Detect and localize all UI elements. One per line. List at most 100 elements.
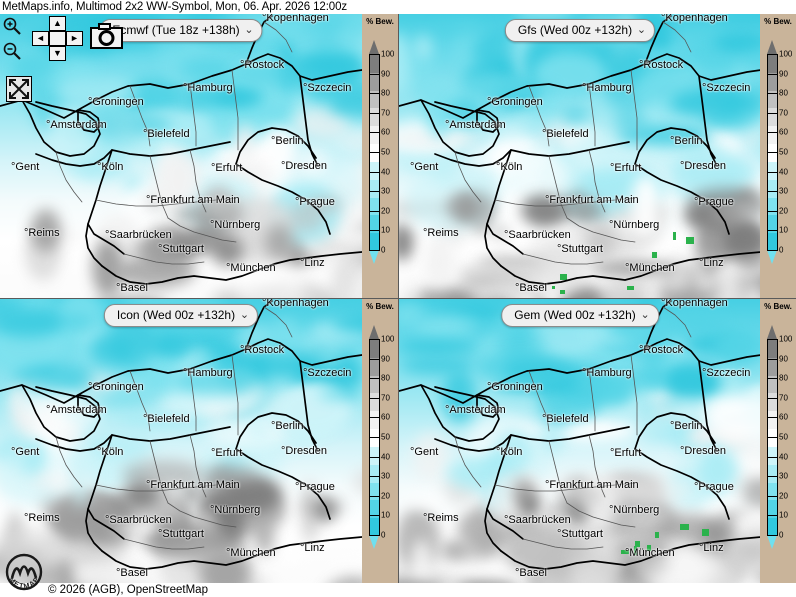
cloud-cover-cell	[742, 285, 761, 298]
zoom-in-icon[interactable]	[2, 16, 22, 36]
pan-center[interactable]	[49, 31, 66, 46]
region-border-path	[55, 436, 83, 488]
scale-tick-line	[767, 358, 778, 360]
fullscreen-icon[interactable]	[6, 76, 32, 102]
city-label: Berlin	[670, 135, 702, 147]
city-label: München	[226, 547, 275, 559]
scale-tick-label: 0	[779, 530, 784, 540]
pan-left-button[interactable]: ◄	[32, 31, 49, 46]
map-panel-bottom-left[interactable]: Kopenhagen Groningen Hamburg Rostock Szczeci…	[0, 299, 398, 583]
model-select-bottom-right[interactable]: Gem (Wed 00z +132h) ⌄	[501, 304, 659, 327]
cloud-cover-cell	[70, 444, 90, 507]
cloud-cover-cell	[338, 133, 362, 149]
scale-tick-label: 90	[779, 69, 788, 79]
model-select-label: Gfs (Wed 00z +132h)	[517, 23, 633, 37]
pan-right-button[interactable]: ►	[66, 31, 83, 46]
scale-max-arrow	[369, 325, 379, 339]
scale-tick-label: 30	[381, 186, 390, 196]
cloud-cover-cell	[601, 280, 646, 298]
cloud-cover-cell	[322, 576, 362, 583]
coastline-path	[634, 127, 716, 165]
footer-copyright: © 2026 (AGB), OpenStreetMap	[0, 583, 796, 597]
zoom-out-icon[interactable]	[2, 41, 22, 61]
city-label: Bielefeld	[143, 413, 189, 425]
city-label: Saarbrücken	[105, 229, 171, 241]
scale-tick-line	[767, 54, 778, 55]
coastline-path	[399, 53, 761, 119]
city-label: Erfurt	[610, 162, 641, 174]
city-label: Köln	[97, 446, 123, 458]
city-label: Gent	[11, 161, 39, 173]
map-canvas[interactable]: Kopenhagen Groningen Hamburg Rostock Szczeci…	[0, 299, 362, 583]
country-borders	[0, 300, 362, 570]
map-panel-top-right[interactable]: Kopenhagen Groningen Hamburg Rostock Szczeci…	[399, 14, 796, 298]
pan-down-button[interactable]: ▼	[49, 46, 66, 61]
city-label: Prague	[295, 196, 334, 208]
model-select-top-right[interactable]: Gfs (Wed 00z +132h) ⌄	[504, 19, 656, 42]
pan-dpad[interactable]: ▲ ◄ ► ▼	[32, 16, 84, 66]
map-panel-bottom-right[interactable]: Kopenhagen Groningen Hamburg Rostock Szczeci…	[399, 299, 796, 583]
city-label: Saarbrücken	[504, 229, 570, 241]
city-label: Linz	[699, 542, 723, 554]
cloud-cover-cell	[62, 424, 81, 449]
city-label: Dresden	[281, 160, 327, 172]
city-label: Prague	[694, 196, 733, 208]
cloud-cover-cell	[665, 249, 687, 293]
map-canvas[interactable]: Kopenhagen Groningen Hamburg Rostock Szczeci…	[399, 14, 761, 298]
scale-tick-line	[767, 73, 778, 75]
cloud-cover-cell	[445, 192, 497, 222]
camera-icon[interactable]	[90, 23, 123, 49]
city-label: Groningen	[88, 96, 143, 108]
scale-tick-label: 10	[779, 225, 788, 235]
city-label: Amsterdam	[445, 404, 505, 416]
city-label: Köln	[496, 446, 522, 458]
region-border-path	[522, 253, 604, 265]
coastline-path	[434, 434, 512, 452]
cloud-cover-cell	[149, 334, 186, 356]
scale-max-arrow	[767, 325, 777, 339]
cloud-cover-cell	[463, 77, 531, 97]
cloud-cover-cell	[755, 152, 761, 206]
map-canvas[interactable]: Kopenhagen Groningen Hamburg Rostock Szczeci…	[399, 299, 761, 583]
scale-tick-label: 10	[779, 510, 788, 520]
cloud-cover-cell	[50, 441, 68, 493]
city-label: Szczecin	[303, 82, 351, 94]
pan-up-button[interactable]: ▲	[49, 16, 66, 31]
coastline-path	[235, 412, 317, 450]
region-border-path	[149, 155, 169, 219]
scale-tick-line	[767, 339, 778, 340]
scale-tick-label: 80	[381, 88, 390, 98]
precipitation-marker	[560, 274, 567, 281]
map-panel-top-left[interactable]: Kopenhagen Groningen Hamburg Rostock Szczeci…	[0, 14, 398, 298]
scale-tick-label: 0	[381, 245, 386, 255]
color-scale-bar: 100 90 80 70 60 50 40 30 20 10 0	[366, 40, 398, 278]
color-scale-title: % Bew.	[764, 302, 792, 311]
cloud-cover-cell	[708, 205, 745, 223]
cloud-cover-cell	[297, 14, 362, 22]
coastline-path	[434, 149, 512, 167]
scale-tick-label: 60	[381, 412, 390, 422]
coastline-path	[634, 412, 716, 450]
color-scale-bar: 100 90 80 70 60 50 40 30 20 10 0	[764, 40, 796, 278]
scale-tick-line	[767, 210, 778, 212]
cloud-cover-cell	[757, 110, 761, 175]
coastline-path	[299, 75, 319, 167]
map-canvas[interactable]: Kopenhagen Groningen Hamburg Rostock Szczeci…	[0, 14, 362, 298]
precipitation-marker	[654, 532, 659, 539]
region-border-path	[588, 368, 596, 432]
city-label: Basel	[515, 567, 547, 579]
precipitation-marker	[634, 540, 641, 548]
scale-tick-line	[767, 476, 778, 478]
region-border-path	[566, 217, 636, 243]
metmaps-logo: METMAPS	[0, 546, 46, 595]
city-label: Köln	[97, 161, 123, 173]
city-label: Berlin	[670, 420, 702, 432]
cloud-cover-cell	[0, 315, 95, 329]
model-select-top-left[interactable]: Ecmwf (Tue 18z +138h) ⌄	[99, 19, 263, 42]
model-select-bottom-left[interactable]: Icon (Wed 00z +132h) ⌄	[103, 304, 259, 327]
cloud-cover-cell	[460, 323, 532, 332]
coastline-path	[0, 338, 362, 404]
color-scale-bottom-right: % Bew. 100 90 80 70 60 50 40 30 20 10 0	[760, 299, 796, 583]
scale-tick-label: 60	[779, 412, 788, 422]
color-scale-title: % Bew.	[366, 302, 394, 311]
